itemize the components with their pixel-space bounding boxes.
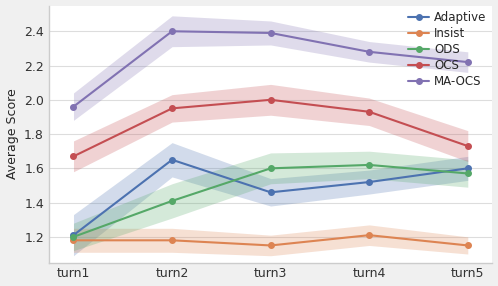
OCS xyxy=(169,107,175,110)
Y-axis label: Average Score: Average Score xyxy=(5,89,18,179)
OCS xyxy=(366,110,372,114)
Line: MA-OCS: MA-OCS xyxy=(71,29,471,110)
MA-OCS xyxy=(465,60,471,64)
Line: Insist: Insist xyxy=(71,233,471,248)
Line: ODS: ODS xyxy=(71,162,471,240)
ODS xyxy=(465,172,471,175)
ODS xyxy=(71,235,77,239)
Adaptive xyxy=(465,167,471,170)
Insist xyxy=(366,233,372,237)
Insist xyxy=(71,239,77,242)
MA-OCS xyxy=(169,29,175,33)
MA-OCS xyxy=(71,105,77,108)
ODS xyxy=(366,163,372,167)
Adaptive xyxy=(71,233,77,237)
OCS xyxy=(267,98,273,102)
ODS xyxy=(169,199,175,202)
MA-OCS xyxy=(366,50,372,53)
ODS xyxy=(267,167,273,170)
OCS xyxy=(465,144,471,148)
MA-OCS xyxy=(267,31,273,35)
Legend: Adaptive, Insist, ODS, OCS, MA-OCS: Adaptive, Insist, ODS, OCS, MA-OCS xyxy=(406,9,489,91)
Insist xyxy=(465,244,471,247)
Adaptive xyxy=(169,158,175,162)
Insist xyxy=(169,239,175,242)
Insist xyxy=(267,244,273,247)
Adaptive xyxy=(366,180,372,184)
Line: OCS: OCS xyxy=(71,97,471,159)
OCS xyxy=(71,155,77,158)
Line: Adaptive: Adaptive xyxy=(71,157,471,238)
Adaptive xyxy=(267,190,273,194)
